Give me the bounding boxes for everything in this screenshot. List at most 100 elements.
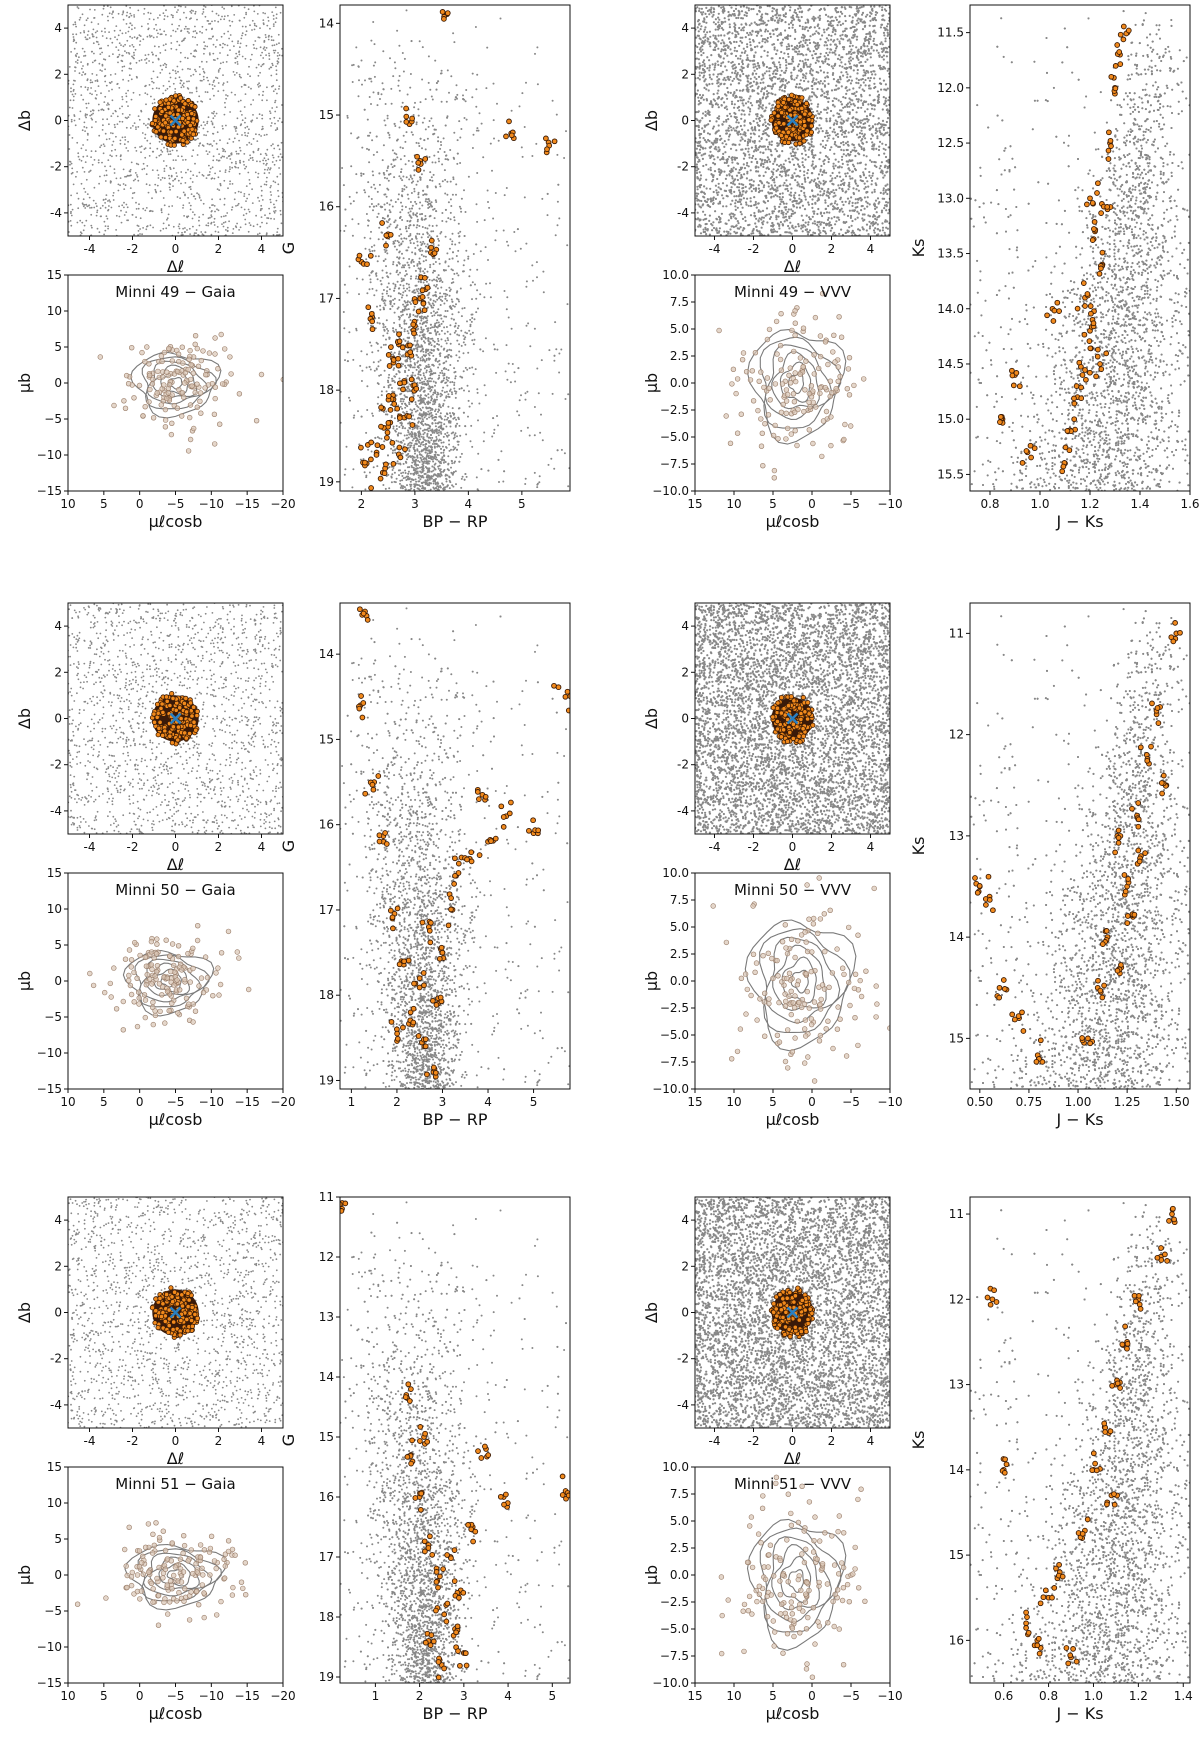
- field-star: [238, 51, 240, 53]
- field-star: [152, 61, 154, 64]
- field-star: [450, 349, 453, 352]
- field-star: [172, 16, 174, 19]
- field-star: [453, 219, 456, 222]
- field-star: [157, 174, 160, 176]
- field-star: [210, 221, 213, 224]
- field-star: [279, 209, 282, 212]
- field-star: [393, 221, 396, 224]
- field-star: [172, 29, 175, 32]
- field-star: [507, 316, 510, 319]
- field-star: [246, 197, 249, 200]
- field-star: [387, 376, 390, 379]
- field-star: [403, 155, 406, 157]
- field-star: [429, 327, 432, 330]
- field-star: [111, 99, 114, 102]
- field-star: [103, 220, 106, 223]
- field-star: [399, 158, 402, 161]
- field-star: [86, 62, 89, 65]
- field-star: [441, 482, 444, 485]
- field-star: [394, 429, 397, 432]
- field-star: [428, 385, 431, 388]
- field-star: [408, 449, 411, 452]
- field-star: [217, 90, 220, 92]
- field-star: [74, 66, 76, 68]
- field-star: [277, 155, 280, 158]
- field-star: [124, 116, 127, 119]
- field-star: [250, 143, 253, 146]
- field-star: [165, 33, 167, 36]
- field-star: [167, 213, 170, 216]
- field-star: [408, 220, 411, 223]
- field-star: [99, 69, 102, 71]
- field-star: [128, 53, 131, 55]
- field-star: [392, 427, 395, 430]
- field-star: [265, 133, 268, 136]
- field-star: [513, 371, 516, 374]
- field-star: [432, 263, 435, 266]
- field-star: [367, 219, 370, 222]
- field-star: [147, 28, 150, 31]
- field-star: [376, 260, 379, 263]
- field-star: [507, 244, 510, 247]
- field-star: [181, 40, 183, 43]
- field-star: [436, 280, 439, 283]
- field-star: [112, 194, 114, 197]
- field-star: [161, 151, 164, 153]
- field-star: [156, 36, 158, 38]
- field-star: [223, 32, 226, 35]
- field-star: [431, 450, 433, 453]
- field-star: [226, 142, 229, 145]
- field-star: [220, 215, 223, 218]
- field-star: [417, 193, 420, 196]
- field-star: [459, 287, 462, 290]
- field-star: [233, 74, 236, 76]
- field-star: [402, 303, 405, 306]
- field-star: [499, 17, 502, 20]
- field-star: [433, 446, 436, 449]
- field-star: [103, 5, 105, 7]
- field-star: [121, 32, 124, 35]
- field-star: [467, 399, 470, 402]
- field-star: [392, 368, 395, 371]
- field-star: [365, 431, 368, 434]
- field-star: [459, 434, 462, 437]
- field-star: [390, 102, 393, 105]
- field-star: [187, 215, 190, 218]
- field-star: [83, 24, 86, 27]
- field-star: [92, 199, 95, 202]
- field-star: [497, 424, 499, 427]
- field-star: [208, 37, 211, 40]
- field-star: [130, 14, 133, 17]
- field-star: [179, 82, 182, 85]
- field-star: [455, 255, 458, 257]
- field-star: [422, 440, 425, 443]
- pm-point: [147, 372, 153, 378]
- field-star: [177, 225, 180, 228]
- field-star: [448, 443, 451, 446]
- field-star: [558, 217, 561, 220]
- field-star: [224, 150, 227, 153]
- field-star: [81, 67, 83, 70]
- field-star: [392, 282, 395, 285]
- field-star: [223, 155, 226, 158]
- field-star: [122, 78, 124, 81]
- field-star: [157, 32, 159, 35]
- field-star: [400, 472, 403, 475]
- pm-point: [111, 402, 117, 409]
- field-star: [372, 21, 375, 23]
- field-star: [429, 171, 432, 174]
- field-star: [425, 358, 428, 360]
- field-star: [434, 161, 437, 164]
- field-star: [460, 376, 463, 379]
- field-star: [411, 371, 414, 374]
- field-star: [207, 20, 210, 22]
- field-star: [416, 456, 419, 459]
- field-star: [86, 88, 89, 91]
- field-star: [275, 199, 278, 202]
- field-star: [245, 165, 248, 168]
- field-star: [180, 234, 183, 236]
- field-star: [388, 209, 391, 212]
- field-star: [262, 47, 265, 50]
- field-star: [412, 414, 415, 417]
- field-star: [383, 119, 386, 122]
